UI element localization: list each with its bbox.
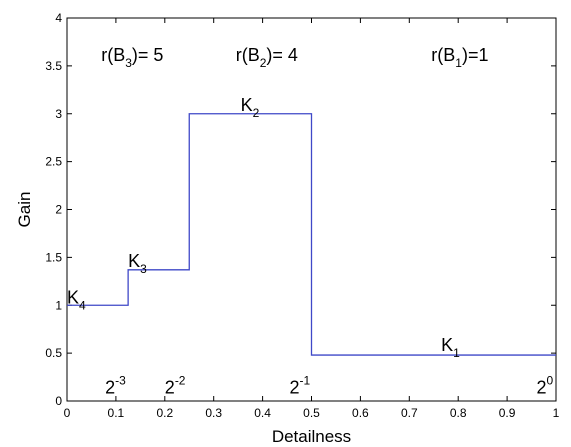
x-tick-label: 0.1 bbox=[108, 406, 125, 420]
annotation-rb1-sub: 1 bbox=[455, 56, 462, 70]
annotation-k2: K2 bbox=[241, 95, 260, 120]
annotation-p1-base: 2 bbox=[289, 377, 299, 397]
annotation-rb2-post: )= 4 bbox=[266, 45, 298, 65]
annotation-p0-sup: 0 bbox=[546, 373, 553, 387]
annotation-rb1-pre: r(B bbox=[431, 45, 455, 65]
y-tick-label: 0 bbox=[55, 394, 62, 408]
x-tick-label: 0.5 bbox=[303, 406, 320, 420]
annotation-k1-sub: 1 bbox=[453, 346, 460, 360]
annotation-p3-base: 2 bbox=[105, 377, 115, 397]
x-tick-label: 0.6 bbox=[352, 406, 369, 420]
series-group bbox=[67, 113, 556, 356]
annotation-rb3-pre: r(B bbox=[101, 45, 125, 65]
annotation-rb2: r(B2)= 4 bbox=[236, 45, 298, 70]
annotation-rb3-post: )= 5 bbox=[132, 45, 164, 65]
annotation-k3: K3 bbox=[128, 251, 147, 276]
annotation-rb2-sub: 2 bbox=[260, 56, 267, 70]
y-axis-label: Gain bbox=[15, 192, 34, 228]
x-tick-label: 0.9 bbox=[499, 406, 516, 420]
x-axis-label: Detailness bbox=[272, 427, 351, 446]
annotation-k4-base: K bbox=[67, 287, 79, 307]
annotation-p1-sup: -1 bbox=[300, 373, 311, 387]
annotation-rb3: r(B3)= 5 bbox=[101, 45, 163, 70]
annotation-p2: 2-2 bbox=[165, 373, 186, 397]
x-tick-label: 0 bbox=[64, 406, 71, 420]
annotation-p2-base: 2 bbox=[165, 377, 175, 397]
annotation-k4: K4 bbox=[67, 287, 86, 312]
annotation-rb1: r(B1)=1 bbox=[431, 45, 488, 70]
annotation-k3-sub: 3 bbox=[140, 262, 147, 276]
annotation-rb3-sub: 3 bbox=[125, 56, 132, 70]
axis-ticks: 0 0.1 0.2 0.3 0.4 0.5 0.6 0.7 0.8 0.9 1 0 0.5 1 1.5 2 2.… bbox=[45, 11, 559, 420]
x-tick-label: 0.2 bbox=[156, 406, 173, 420]
annotation-p3-sup: -3 bbox=[115, 373, 126, 387]
annotation-k2-sub: 2 bbox=[253, 106, 260, 120]
annotation-rb1-post: )=1 bbox=[462, 45, 489, 65]
y-tick-label: 0.5 bbox=[45, 346, 62, 360]
y-tick-label: 2.5 bbox=[45, 155, 62, 169]
y-tick-label: 2 bbox=[55, 203, 62, 217]
x-tick-label: 0.3 bbox=[205, 406, 222, 420]
x-tick-label: 0.8 bbox=[450, 406, 467, 420]
y-tick-label: 1 bbox=[55, 298, 62, 312]
annotation-k4-sub: 4 bbox=[79, 298, 86, 312]
x-tick-label: 0.4 bbox=[254, 406, 271, 420]
annotation-p1: 2-1 bbox=[289, 373, 310, 397]
annotation-k3-base: K bbox=[128, 251, 140, 271]
annotation-rb2-pre: r(B bbox=[236, 45, 260, 65]
y-tick-label: 3.5 bbox=[45, 59, 62, 73]
annotation-p3: 2-3 bbox=[105, 373, 126, 397]
y-tick-label: 1.5 bbox=[45, 250, 62, 264]
x-tick-label: 1 bbox=[553, 406, 560, 420]
annotation-k1-base: K bbox=[441, 335, 453, 355]
gain-step-line bbox=[67, 113, 556, 356]
annotation-k1: K1 bbox=[441, 335, 460, 360]
annotation-p2-sup: -2 bbox=[175, 373, 186, 387]
y-tick-label: 4 bbox=[55, 11, 62, 25]
annotation-p0-base: 2 bbox=[536, 377, 546, 397]
y-tick-label: 3 bbox=[55, 107, 62, 121]
annotation-p0: 20 bbox=[536, 373, 553, 397]
x-tick-label: 0.7 bbox=[401, 406, 418, 420]
annotation-k2-base: K bbox=[241, 95, 253, 115]
